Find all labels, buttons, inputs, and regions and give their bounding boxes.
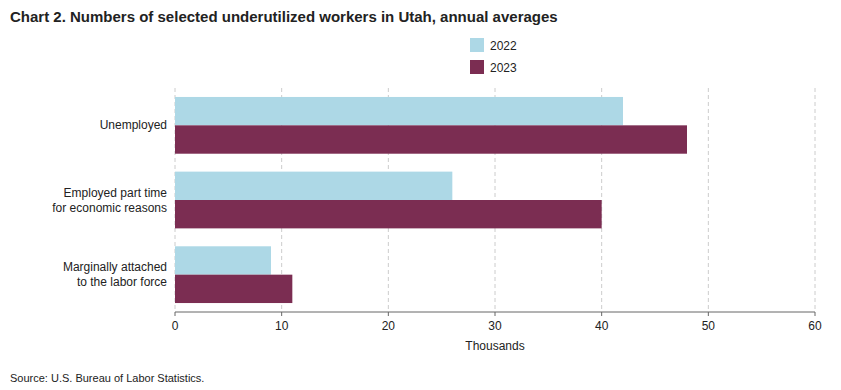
category-label: Employed part timefor economic reasons: [52, 186, 167, 215]
legend: 2022 2023: [470, 38, 517, 75]
grid-line: [815, 88, 816, 312]
legend-swatch: [470, 38, 484, 52]
chart-container: Chart 2. Numbers of selected underutiliz…: [0, 0, 841, 390]
grid-line: [708, 88, 709, 312]
category-label: Unemployed: [100, 118, 167, 132]
bar: [175, 125, 687, 153]
bar: [175, 246, 271, 274]
tick-label: 40: [595, 319, 609, 333]
category-label: Marginally attachedto the labor force: [63, 260, 167, 289]
chart-svg: Chart 2. Numbers of selected underutiliz…: [0, 0, 841, 390]
tick-label: 30: [488, 319, 502, 333]
tick-label: 10: [275, 319, 289, 333]
grid: [175, 88, 815, 312]
tick-mark: [708, 312, 709, 316]
legend-label: 2023: [490, 61, 517, 75]
x-axis-label: Thousands: [465, 339, 524, 353]
legend-label: 2022: [490, 39, 517, 53]
title: Chart 2. Numbers of selected underutiliz…: [10, 8, 558, 25]
tick-label: 0: [172, 319, 179, 333]
bar: [175, 275, 292, 303]
bar: [175, 200, 602, 228]
tick-mark: [601, 312, 602, 316]
tick-label: 50: [702, 319, 716, 333]
tick-mark: [175, 312, 176, 316]
bar: [175, 97, 623, 125]
bar: [175, 172, 452, 200]
tick-mark: [281, 312, 282, 316]
tick-label: 60: [808, 319, 822, 333]
source: Source: U.S. Bureau of Labor Statistics.: [10, 372, 204, 384]
tick-label: 20: [382, 319, 396, 333]
bars: [175, 97, 687, 303]
tick-mark: [388, 312, 389, 316]
legend-swatch: [470, 60, 484, 74]
x-axis-line: [175, 312, 815, 313]
tick-mark: [495, 312, 496, 316]
tick-mark: [815, 312, 816, 316]
